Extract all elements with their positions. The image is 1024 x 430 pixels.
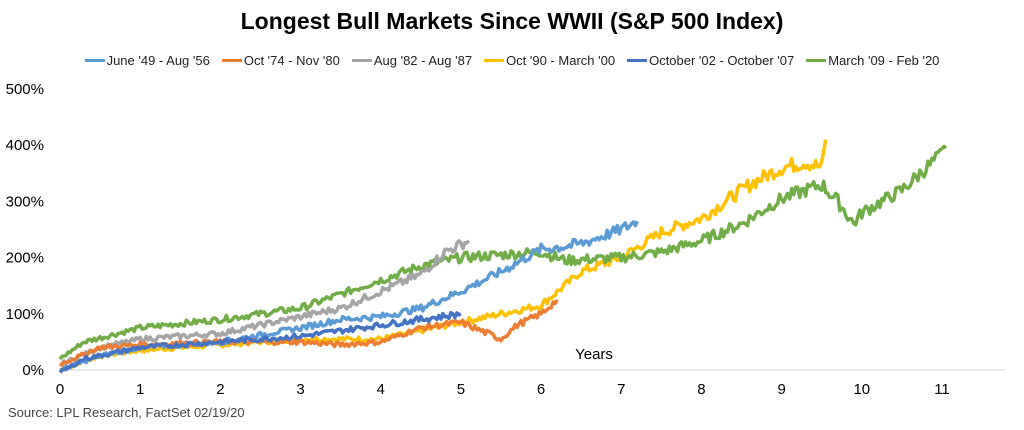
x-tick-label: 6 bbox=[537, 381, 545, 398]
legend-label: Oct '90 - March '00 bbox=[506, 53, 616, 68]
legend-swatch bbox=[351, 59, 372, 62]
y-tick-label: 200% bbox=[6, 250, 44, 267]
y-tick-label: 400% bbox=[6, 137, 44, 154]
legend: June '49 - Aug '56 Oct '74 - Nov '80 Aug '… bbox=[0, 53, 1024, 68]
series-line bbox=[58, 144, 948, 361]
chart-title: Longest Bull Markets Since WWII (S&P 500… bbox=[240, 8, 784, 34]
legend-item: March '09 - Feb '20 bbox=[806, 53, 939, 68]
x-tick-label: 5 bbox=[457, 381, 465, 398]
x-axis-label: Years bbox=[575, 346, 613, 363]
legend-label: March '09 - Feb '20 bbox=[828, 53, 940, 68]
x-tick-label: 0 bbox=[56, 381, 64, 398]
x-tick-label: 11 bbox=[934, 381, 950, 398]
legend-label: Aug '82 - Aug '87 bbox=[373, 53, 473, 68]
y-tick-label: 300% bbox=[6, 193, 44, 210]
x-tick-label: 8 bbox=[697, 381, 705, 398]
legend-item: Aug '82 - Aug '87 bbox=[351, 53, 473, 68]
legend-label: Oct '74 - Nov '80 bbox=[243, 53, 340, 68]
y-tick-label: 500% bbox=[6, 81, 44, 98]
legend-label: June '49 - Aug '56 bbox=[106, 53, 210, 68]
x-tick-label: 9 bbox=[777, 381, 785, 398]
legend-swatch bbox=[221, 59, 242, 62]
legend-swatch bbox=[806, 59, 827, 62]
legend-label: October '02 - October '07 bbox=[649, 53, 795, 68]
y-tick-label: 0% bbox=[22, 362, 44, 379]
legend-swatch bbox=[627, 59, 648, 62]
x-tick-label: 2 bbox=[216, 381, 224, 398]
source-note: Source: LPL Research, FactSet 02/19/20 bbox=[8, 405, 245, 420]
legend-item: Oct '90 - March '00 bbox=[484, 53, 615, 68]
legend-swatch bbox=[484, 59, 505, 62]
x-tick-label: 1 bbox=[136, 381, 144, 398]
x-tick-label: 7 bbox=[617, 381, 625, 398]
x-tick-label: 3 bbox=[296, 381, 304, 398]
y-tick-label: 100% bbox=[6, 306, 44, 323]
legend-item: June '49 - Aug '56 bbox=[84, 53, 210, 68]
series-line bbox=[58, 310, 462, 374]
series-line bbox=[58, 239, 471, 367]
x-tick-label: 4 bbox=[377, 381, 385, 398]
x-tick-label: 10 bbox=[853, 381, 870, 398]
legend-item: October '02 - October '07 bbox=[627, 53, 794, 68]
legend-swatch bbox=[84, 59, 105, 62]
legend-item: Oct '74 - Nov '80 bbox=[221, 53, 340, 68]
